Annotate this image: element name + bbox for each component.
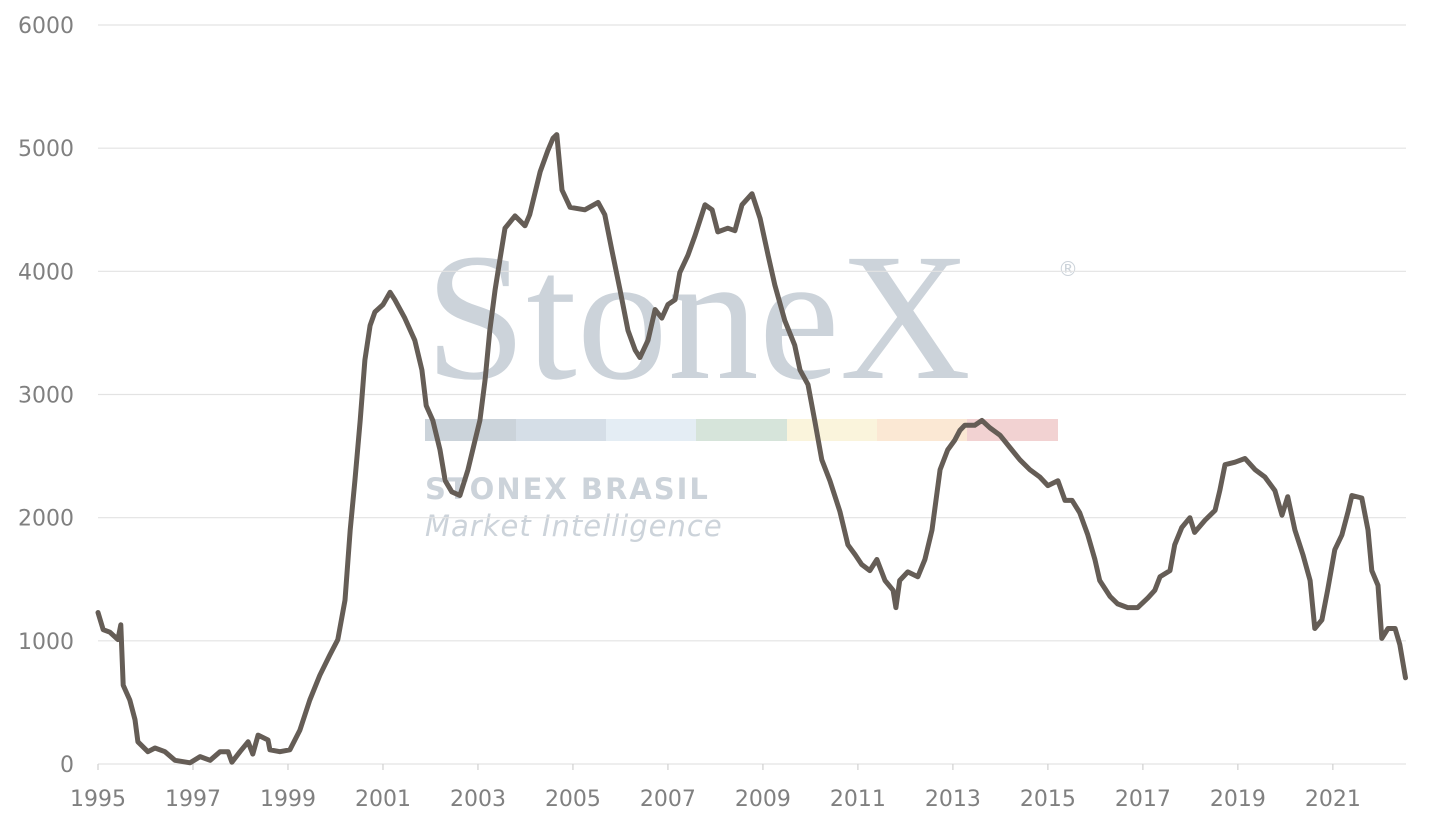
watermark-band [787, 419, 877, 441]
x-tick-label: 1995 [70, 787, 126, 812]
x-tick-label: 2001 [355, 787, 411, 812]
watermark-brand: StoneX [425, 217, 971, 418]
x-tick-label: 2013 [925, 787, 981, 812]
grid: 0 1000 2000 3000 4000 5000 6000 1995 1997 1999 200… [18, 14, 1406, 812]
y-tick-label: 0 [60, 753, 74, 778]
x-tick-label: 2007 [640, 787, 696, 812]
x-tick-label: 2019 [1210, 787, 1266, 812]
series-line [95, 132, 1408, 766]
y-tick-label: 6000 [18, 14, 74, 39]
y-tick-label: 3000 [18, 384, 74, 409]
y-tick-label: 5000 [18, 137, 74, 162]
x-tick-label: 2003 [450, 787, 506, 812]
x-tick-label: 2017 [1115, 787, 1171, 812]
x-tick-label: 1999 [260, 787, 316, 812]
x-tick-label: 2005 [545, 787, 601, 812]
watermark-band [425, 419, 516, 441]
watermark-line1: STONEX BRASIL [425, 472, 710, 506]
x-tick-label: 1997 [165, 787, 221, 812]
x-tick-label: 2011 [830, 787, 886, 812]
watermark-band [696, 419, 787, 441]
x-tick-label: 2015 [1020, 787, 1076, 812]
y-tick-label: 1000 [18, 630, 74, 655]
y-tick-label: 2000 [18, 507, 74, 532]
y-tick-label: 4000 [18, 260, 74, 285]
watermark-line2: Market Intelligence [425, 509, 723, 543]
x-tick-label: 2021 [1305, 787, 1361, 812]
watermark-band [606, 419, 696, 441]
watermark-band [877, 419, 967, 441]
watermark-band [516, 419, 606, 441]
watermark-mark: ® [1058, 257, 1078, 281]
x-tick-label: 2009 [735, 787, 791, 812]
plot [95, 132, 1408, 766]
watermark: StoneX ® STONEX BRASIL Market Intelligen… [425, 217, 1078, 543]
